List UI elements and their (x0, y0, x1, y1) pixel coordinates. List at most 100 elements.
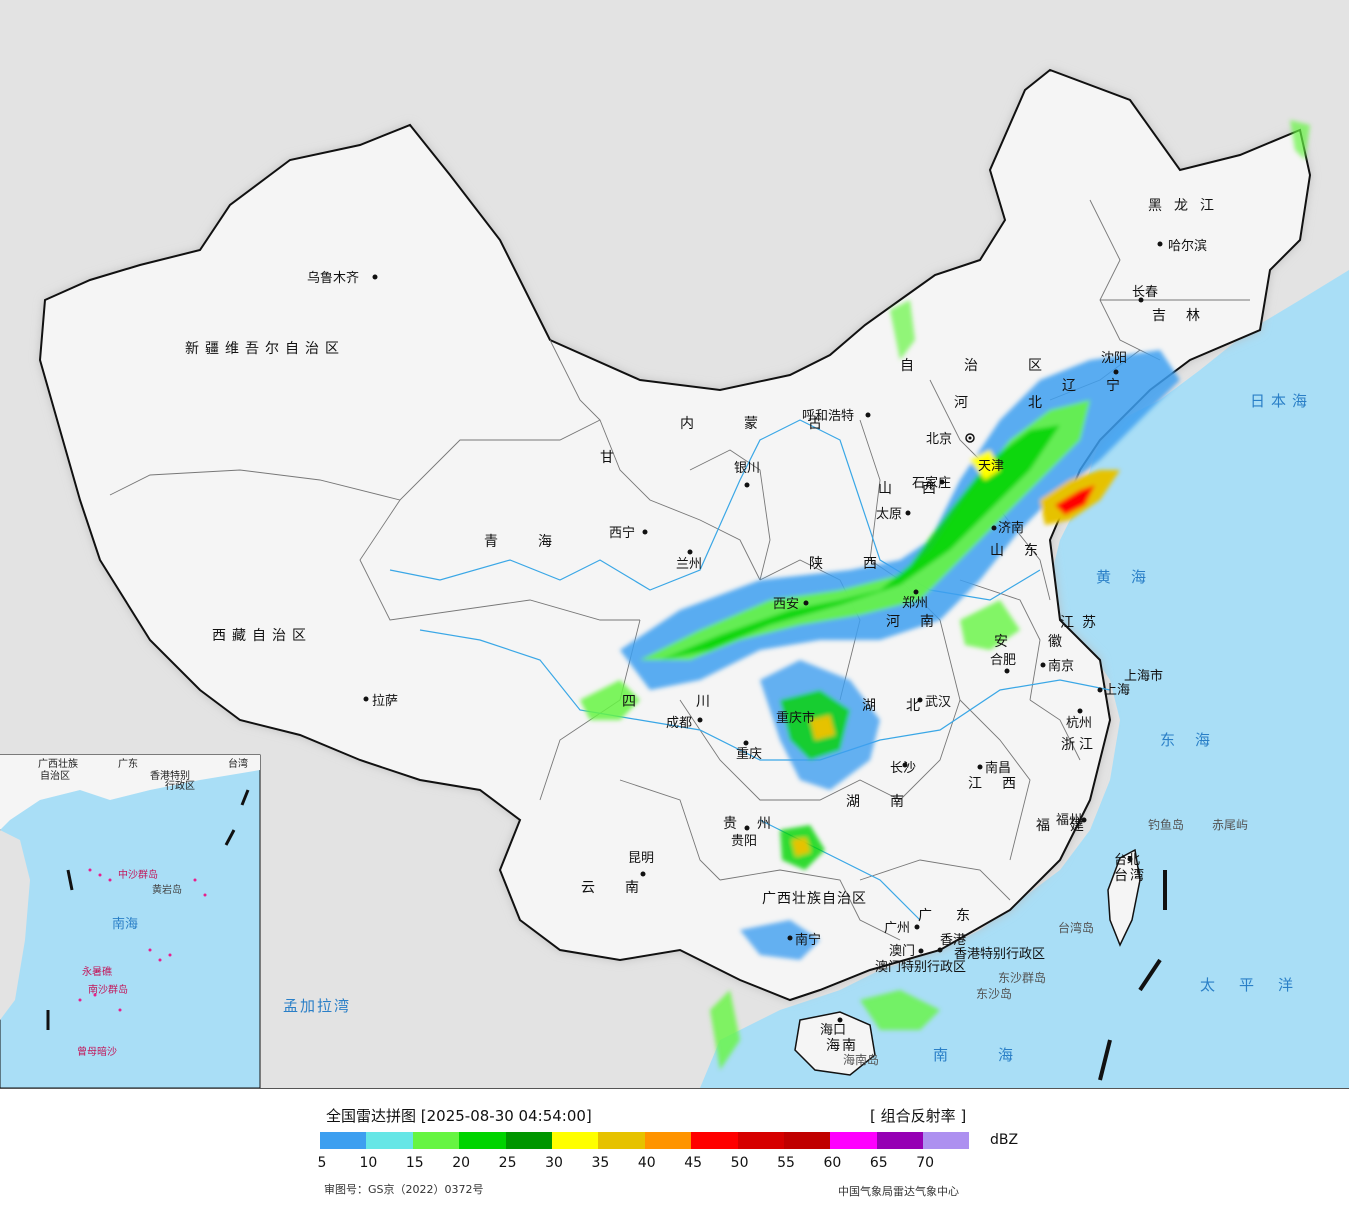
city-hefei: 合肥 (990, 653, 1016, 668)
inset-hk: 香港特别 (150, 770, 190, 782)
label-gansu: 甘 (600, 450, 620, 466)
city-shenyang: 沈阳 (1101, 351, 1127, 366)
label-hubei: 湖北 (862, 698, 950, 714)
legend-swatch-11 (830, 1132, 877, 1149)
sea-east: 东海 (1160, 731, 1230, 749)
label-jiangsu: 江苏 (1060, 615, 1104, 631)
legend-swatch-0 (320, 1132, 367, 1149)
organization-name: 中国气象局雷达气象中心 (838, 1185, 959, 1198)
city-fuzhou: 福州 (1056, 813, 1082, 828)
city-lanzhou: 兰州 (676, 557, 702, 572)
legend-unit: dBZ (990, 1132, 1019, 1148)
city-nanchang: 南昌 (985, 760, 1011, 776)
hainan-island (794, 1011, 876, 1076)
city-changchun: 长春 (1132, 285, 1158, 300)
city-wuhan: 武汉 (925, 695, 951, 710)
legend-product-type: [ 组合反射率 ] (870, 1107, 967, 1125)
city-yinchuan: 银川 (734, 461, 760, 476)
city-labels: 乌鲁木齐 拉萨 西宁 兰州 银川 呼和浩特 北京 天津 石家庄 太原 济南 郑州… (307, 238, 1207, 1038)
legend-ticks: 5 10 15 20 25 30 35 40 45 50 55 60 65 70 (0, 1155, 1349, 1175)
label-neimenggu: 内蒙古 (680, 416, 872, 432)
label-hainan: 海南 (826, 1038, 858, 1054)
south-china-sea-inset (0, 754, 261, 1089)
label-zhejiang: 浙江 (1061, 737, 1097, 753)
city-shanghai-shi: 上海市 (1124, 668, 1163, 684)
inset-labels: 广西壮族 自治区 广东 香港特别 行政区 台湾 南海 中沙群岛 黄岩岛 南沙群岛… (38, 757, 248, 1058)
legend-tick-label: 15 (405, 1155, 424, 1171)
sea-pacific: 太平洋 (1200, 976, 1317, 994)
island-diaoyu: 钓鱼岛 (1148, 817, 1184, 832)
legend-tick-label: 55 (777, 1155, 795, 1171)
legend-swatch-9 (737, 1132, 784, 1149)
city-hongkong: 香港 (940, 933, 966, 948)
city-chongqing-shi: 重庆市 (776, 710, 815, 726)
legend-tick-label: 50 (730, 1155, 749, 1171)
legend-tick-label: 5 (317, 1155, 327, 1171)
legend-color-bar (320, 1132, 970, 1149)
label-guangxi: 广西壮族自治区 (762, 891, 867, 907)
legend-tick-label: 35 (591, 1155, 610, 1171)
radar-echoes (580, 120, 1310, 1070)
legend-swatch-2 (412, 1132, 460, 1149)
inset-hk-2: 行政区 (165, 779, 195, 792)
city-kunming: 昆明 (628, 851, 654, 866)
label-xinjiang: 新疆维吾尔自治区 (185, 341, 345, 357)
city-zhengzhou: 郑州 (902, 596, 928, 611)
legend-tick-label: 65 (869, 1155, 888, 1171)
label-jiangxi: 江西 (968, 776, 1036, 792)
inset-zengmu: 曾母暗沙 (77, 1045, 117, 1058)
city-shijiazhuang: 石家庄 (912, 475, 951, 491)
city-hohhot: 呼和浩特 (802, 409, 854, 424)
legend-swatch-10 (783, 1132, 831, 1149)
sea-area (700, 270, 1349, 1088)
inset-guangdong: 广东 (118, 757, 138, 770)
label-guangdong: 广东 (918, 908, 994, 924)
legend-swatch-13 (923, 1132, 970, 1149)
city-chengdu: 成都 (666, 716, 692, 731)
city-changsha: 长沙 (890, 761, 916, 776)
inset-guangxi: 广西壮族 (38, 757, 78, 770)
legend-tick-label: 30 (545, 1155, 563, 1171)
dash-lines (1098, 870, 1167, 1081)
label-shandong: 山东 (990, 543, 1058, 559)
radar-map[interactable]: 新疆维吾尔自治区 西藏自治区 青海 甘 四川 云南 贵州 广西壮族自治区 广东 … (0, 0, 1349, 1089)
sea-labels: 日本海 黄海 东海 太平洋 南海 孟加拉湾 (283, 392, 1317, 1064)
city-macau: 澳门 (889, 943, 915, 959)
legend-swatch-7 (644, 1132, 692, 1149)
label-fujian: 福建 (1036, 818, 1104, 834)
label-neimenggu-2: 自治区 (900, 358, 1092, 374)
island-taiwan-dao: 台湾岛 (1058, 920, 1094, 935)
label-taiwan: 台湾 (1114, 867, 1146, 884)
city-hongkong-sar: 香港特别行政区 (954, 947, 1045, 962)
inset-south-sea: 南海 (112, 916, 138, 932)
city-dots (363, 241, 1163, 1023)
label-liaoning: 辽宁 (1062, 377, 1150, 394)
legend-swatch-6 (598, 1132, 645, 1149)
legend-tick-label: 60 (823, 1155, 842, 1171)
island-dongsha-dao: 东沙岛 (976, 986, 1012, 1001)
city-haikou: 海口 (820, 1023, 846, 1038)
label-sichuan: 四川 (622, 694, 770, 710)
legend-swatch-3 (459, 1132, 506, 1149)
city-urumqi: 乌鲁木齐 (307, 270, 359, 286)
inset-zhongsha: 中沙群岛 (118, 868, 158, 881)
city-guangzhou: 广州 (884, 921, 910, 936)
inset-guangxi-2: 自治区 (40, 769, 70, 782)
inset-taiwan: 台湾 (228, 757, 248, 770)
legend-swatch-12 (876, 1132, 924, 1149)
legend-tick-label: 20 (452, 1155, 471, 1171)
city-xian: 西安 (773, 597, 799, 612)
taiwan-island (1107, 848, 1141, 947)
label-shanxi: 山西 (878, 481, 966, 497)
legend-tick-label: 70 (916, 1155, 935, 1171)
city-taipei: 台北 (1114, 853, 1140, 868)
legend-tick-label: 25 (498, 1155, 517, 1171)
sea-bengal: 孟加拉湾 (283, 997, 351, 1015)
city-harbin: 哈尔滨 (1168, 238, 1207, 254)
label-xizang: 西藏自治区 (212, 628, 312, 644)
city-lhasa: 拉萨 (372, 694, 398, 709)
legend-tick-label: 45 (684, 1155, 703, 1171)
island-labels: 钓鱼岛 赤尾屿 台湾岛 东沙群岛 东沙岛 海南岛 (843, 817, 1248, 1067)
island-chiwei: 赤尾屿 (1212, 818, 1248, 832)
city-xining: 西宁 (609, 525, 635, 541)
